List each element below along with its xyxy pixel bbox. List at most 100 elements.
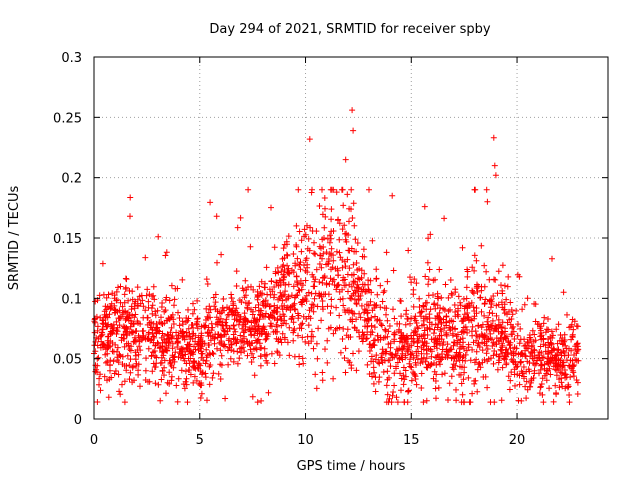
data-point — [494, 290, 501, 297]
data-point — [185, 306, 191, 313]
data-point — [454, 337, 461, 344]
data-point — [114, 344, 121, 351]
data-point — [177, 354, 184, 361]
data-point — [537, 343, 544, 350]
data-point — [163, 294, 170, 301]
data-point — [432, 385, 439, 392]
data-point — [234, 360, 241, 367]
data-point — [553, 326, 560, 333]
y-tick-label: 0.15 — [53, 232, 82, 247]
data-point — [230, 358, 237, 365]
data-point — [410, 332, 417, 339]
data-point — [565, 383, 572, 390]
scatter-series — [91, 107, 582, 406]
data-point — [420, 302, 427, 309]
data-point — [522, 353, 529, 360]
data-point — [161, 320, 168, 327]
data-point — [291, 306, 298, 312]
data-point — [251, 332, 258, 339]
data-point — [384, 391, 391, 398]
data-point — [451, 339, 457, 346]
data-point — [379, 359, 386, 366]
data-point — [238, 299, 245, 305]
data-point — [283, 320, 290, 327]
data-point — [110, 348, 117, 355]
data-point — [491, 348, 498, 354]
data-point — [319, 255, 325, 262]
data-point — [440, 339, 447, 345]
data-point — [364, 361, 371, 368]
data-point — [420, 317, 427, 324]
data-point — [186, 343, 193, 350]
data-point — [547, 339, 554, 346]
data-point — [223, 316, 230, 323]
data-point — [402, 367, 409, 374]
data-point — [142, 307, 149, 314]
data-point — [460, 339, 467, 346]
data-point — [505, 351, 511, 358]
data-point — [495, 316, 502, 323]
data-point — [132, 328, 139, 335]
data-point — [312, 251, 319, 258]
data-point — [432, 339, 438, 346]
data-point — [478, 331, 485, 338]
data-point — [426, 315, 433, 322]
data-point — [422, 358, 429, 365]
data-point — [176, 315, 183, 321]
data-point — [344, 271, 351, 278]
data-point — [456, 357, 463, 364]
data-point — [478, 242, 485, 249]
data-point — [422, 273, 429, 280]
data-point — [471, 267, 478, 274]
data-point — [502, 328, 509, 335]
data-point — [100, 321, 107, 328]
data-point — [342, 263, 349, 270]
data-point — [155, 381, 162, 388]
data-point — [145, 298, 152, 305]
data-point — [165, 332, 172, 338]
data-point — [228, 341, 235, 348]
data-point — [209, 374, 216, 381]
data-point — [498, 282, 504, 289]
data-point — [441, 325, 448, 332]
data-point — [508, 331, 515, 338]
data-point — [383, 399, 390, 406]
data-point — [240, 287, 247, 294]
data-point — [356, 265, 363, 272]
data-point — [204, 313, 211, 320]
data-point — [541, 314, 548, 321]
data-point — [299, 334, 306, 341]
data-point — [472, 186, 479, 193]
data-point — [190, 364, 197, 371]
data-point — [290, 319, 297, 326]
data-point — [168, 282, 175, 289]
data-point — [410, 338, 417, 345]
data-point — [531, 300, 538, 307]
data-point — [553, 359, 560, 366]
data-point — [340, 302, 347, 309]
data-point — [422, 299, 429, 306]
data-point — [132, 311, 139, 318]
data-point — [425, 276, 432, 283]
data-point — [299, 355, 306, 362]
data-point — [273, 335, 280, 342]
data-point — [478, 308, 485, 315]
data-point — [413, 280, 420, 287]
data-point — [241, 315, 247, 322]
data-point — [444, 351, 451, 358]
data-point — [398, 298, 404, 305]
data-point — [303, 292, 310, 299]
data-point — [566, 345, 572, 352]
data-point — [134, 302, 141, 309]
data-point — [191, 358, 198, 364]
data-point — [478, 324, 485, 331]
data-point — [371, 324, 378, 331]
data-point — [150, 320, 157, 327]
data-point — [528, 348, 535, 355]
data-point — [545, 360, 552, 367]
data-point — [481, 312, 488, 319]
data-point — [237, 214, 244, 221]
data-point — [413, 352, 420, 359]
data-point — [233, 268, 240, 275]
data-point — [220, 296, 227, 302]
